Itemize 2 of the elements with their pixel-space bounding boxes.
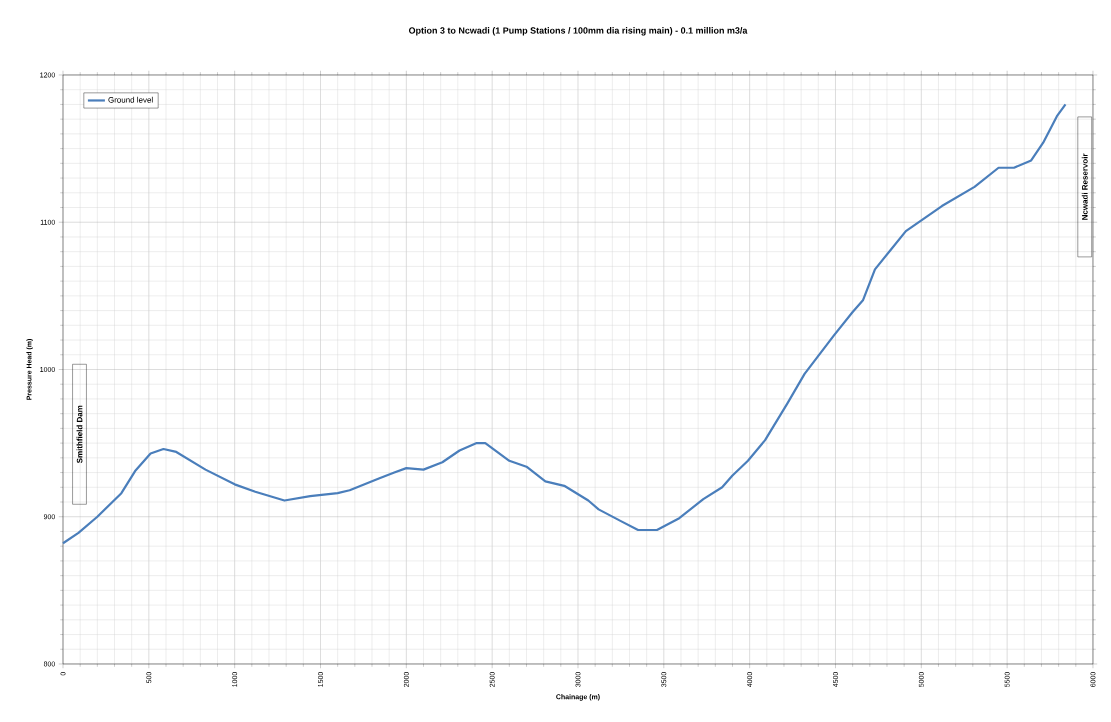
chart-title: Option 3 to Ncwadi (1 Pump Stations / 100mm dia rising main) - 0.1 million m3/a <box>408 27 748 36</box>
line-series <box>61 103 1067 545</box>
